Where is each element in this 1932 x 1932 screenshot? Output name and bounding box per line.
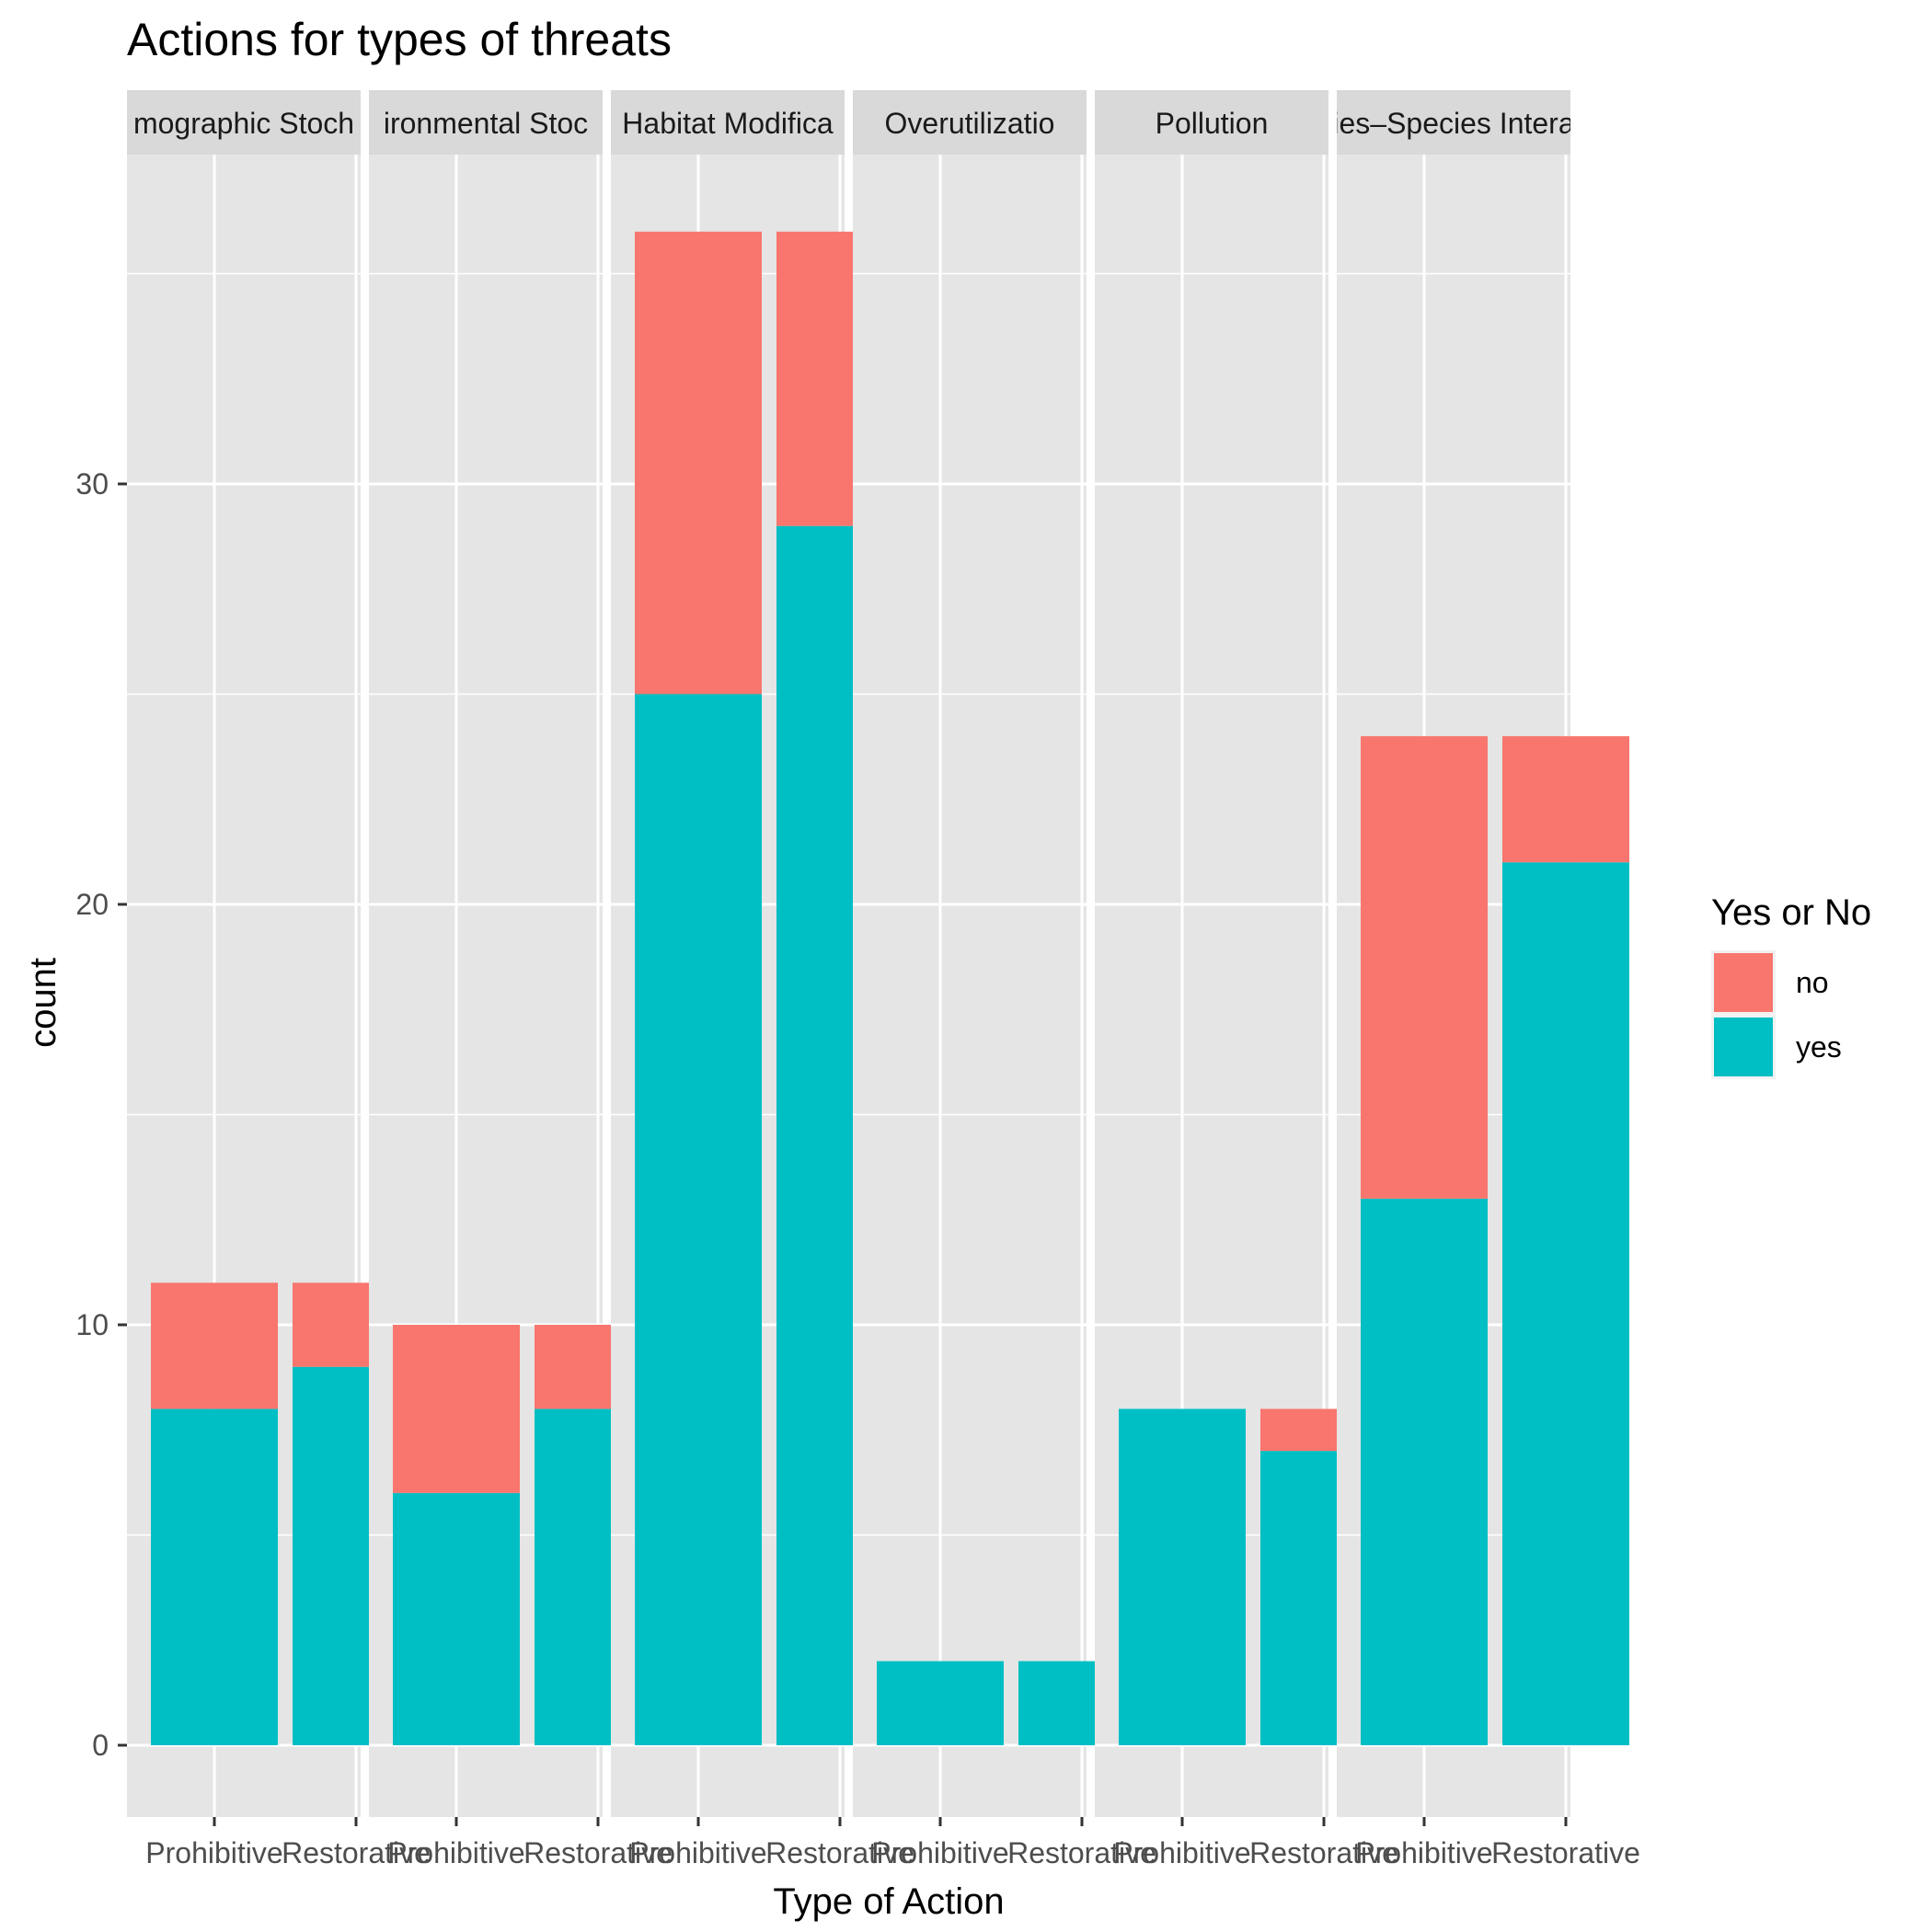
plot-panels — [127, 155, 1629, 1817]
x-tick-label: Restorative — [1491, 1836, 1640, 1869]
panel-background — [853, 155, 1087, 1817]
bar-segment-yes — [1502, 862, 1629, 1745]
facet-panel — [1095, 155, 1387, 1817]
strip-background — [1337, 90, 1570, 155]
bar-segment-yes — [151, 1409, 278, 1745]
legend-key-yes — [1714, 1018, 1773, 1076]
y-tick-label: 10 — [75, 1308, 109, 1341]
chart-title: Actions for types of threats — [127, 14, 672, 65]
y-tick-label: 20 — [75, 888, 109, 921]
bar-segment-yes — [1119, 1409, 1246, 1745]
facet-panel — [369, 155, 661, 1817]
x-axis-title: Type of Action — [773, 1881, 1004, 1922]
facet-strip: ironmental Stoc — [369, 90, 603, 155]
legend-title: Yes or No — [1711, 892, 1871, 933]
bar-segment-no — [1361, 736, 1488, 1199]
strip-background — [127, 90, 361, 155]
x-tick-label: Restorative — [1249, 1836, 1398, 1869]
facet-strip: Overutilizatio — [853, 90, 1087, 155]
y-tick-label: 0 — [92, 1729, 109, 1762]
facet-strip-label: Habitat Modifica — [622, 107, 834, 140]
bar-segment-no — [635, 231, 762, 695]
legend-label-yes: yes — [1796, 1030, 1842, 1064]
legend: Yes or No no yes — [1711, 892, 1871, 1079]
x-tick-label: Prohibitive — [145, 1836, 282, 1869]
bar-segment-no — [151, 1282, 278, 1409]
x-tick-label: Restorative — [1007, 1836, 1156, 1869]
strip-background — [853, 90, 1087, 155]
y-axis-title: count — [23, 958, 63, 1048]
x-tick-label: Restorative — [765, 1836, 914, 1869]
facet-panel — [1337, 155, 1629, 1817]
x-tick-label: Prohibitive — [1113, 1836, 1250, 1869]
facet-strip-label: mographic Stoch — [133, 107, 354, 140]
legend-label-no: no — [1796, 966, 1829, 999]
facet-strip-label: Pollution — [1156, 107, 1269, 140]
facet-strip-label: ironmental Stoc — [384, 107, 588, 140]
x-tick-label: Restorative — [282, 1836, 431, 1869]
x-tick-label: Prohibitive — [1355, 1836, 1492, 1869]
bar-segment-no — [1502, 736, 1629, 863]
strip-background — [369, 90, 603, 155]
bar-segment-no — [393, 1325, 520, 1493]
facet-strip: cies–Species Interac — [1317, 90, 1589, 155]
y-tick-label: 30 — [75, 467, 109, 500]
bar-segment-yes — [635, 694, 762, 1745]
x-tick-label: Restorative — [523, 1836, 673, 1869]
strip-background — [611, 90, 845, 155]
facet-strip-label: cies–Species Interac — [1317, 107, 1589, 140]
facet-strip: Pollution — [1095, 90, 1328, 155]
x-axis: ProhibitiveRestorativeProhibitiveRestora… — [145, 1817, 1640, 1869]
x-tick-label: Prohibitive — [387, 1836, 524, 1869]
bar-segment-yes — [877, 1661, 1004, 1745]
strip-background — [1095, 90, 1328, 155]
bar-segment-yes — [393, 1492, 520, 1745]
facet-strip-label: Overutilizatio — [885, 107, 1055, 140]
facet-panel — [853, 155, 1145, 1817]
x-tick-label: Prohibitive — [629, 1836, 766, 1869]
bar-segment-yes — [1361, 1198, 1488, 1745]
facet-strip: Habitat Modifica — [611, 90, 845, 155]
x-tick-label: Prohibitive — [871, 1836, 1008, 1869]
legend-key-no — [1714, 953, 1773, 1012]
facet-strips: mographic Stoch ironmental Stoc Habitat Mo… — [127, 90, 1589, 155]
y-axis: 0 10 20 30 — [75, 467, 127, 1762]
facet-strip: mographic Stoch — [127, 90, 361, 155]
